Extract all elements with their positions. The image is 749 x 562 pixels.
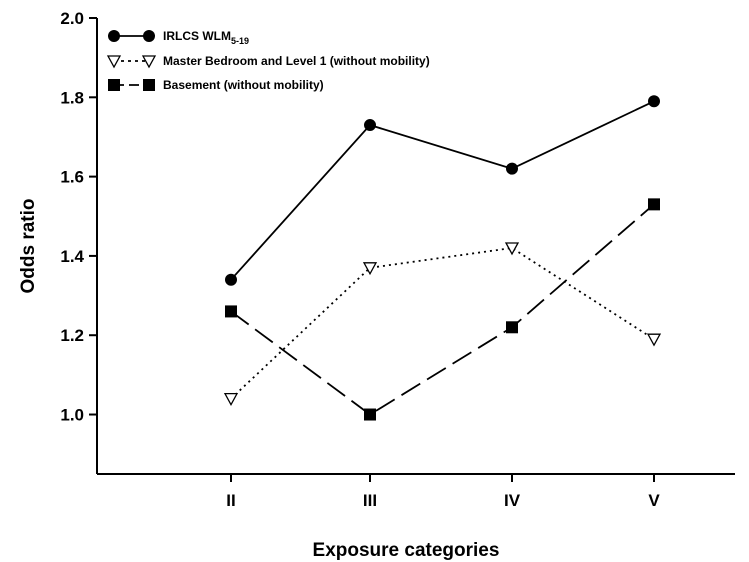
- data-point: [648, 198, 660, 211]
- legend-marker: [106, 55, 122, 69]
- data-point: [506, 321, 518, 334]
- series-0: [225, 95, 660, 286]
- x-tick-label: V: [648, 491, 660, 510]
- legend-label-1: Master Bedroom and Level 1 (without mobi…: [163, 54, 430, 68]
- legend-marker: [141, 55, 157, 69]
- data-point: [648, 95, 660, 108]
- series-line-2: [230, 203, 655, 416]
- y-tick-label: 1.8: [60, 88, 84, 107]
- x-tick-label: II: [226, 491, 235, 510]
- y-axis-ticks: 1.0 1.2 1.4 1.6 1.8 2.0: [60, 9, 97, 425]
- y-tick-label: 1.6: [60, 168, 84, 187]
- series-line-0: [230, 100, 655, 281]
- data-point: [364, 408, 376, 421]
- y-tick-label: 2.0: [60, 9, 84, 28]
- x-axis-ticks: II III IV V: [226, 474, 660, 510]
- data-point: [364, 119, 376, 132]
- data-point: [223, 393, 239, 407]
- data-point: [504, 242, 520, 256]
- x-axis-title: Exposure categories: [313, 540, 500, 561]
- y-tick-label: 1.4: [60, 247, 84, 266]
- legend-marker: [143, 79, 155, 91]
- data-point: [646, 333, 662, 347]
- data-point: [225, 273, 237, 286]
- series-2: [225, 198, 660, 421]
- legend-marker: [143, 30, 155, 42]
- data-point: [506, 162, 518, 175]
- axes: [96, 18, 735, 475]
- x-tick-label: III: [363, 491, 377, 510]
- legend: IRLCS WLM5-19 Master Bedroom and Level 1 …: [106, 29, 430, 92]
- legend-item-1: Master Bedroom and Level 1 (without mobi…: [106, 54, 430, 69]
- legend-label-0: IRLCS WLM5-19: [163, 29, 249, 46]
- legend-item-0: IRLCS WLM5-19: [108, 29, 249, 46]
- x-tick-label: IV: [504, 491, 521, 510]
- y-tick-label: 1.0: [60, 406, 84, 425]
- legend-label-2: Basement (without mobility): [163, 78, 324, 92]
- legend-marker: [108, 30, 120, 42]
- series-1: [223, 242, 662, 407]
- legend-marker: [108, 79, 120, 91]
- y-axis-title: Odds ratio: [18, 198, 39, 293]
- series-line-1: [230, 247, 655, 400]
- y-tick-label: 1.2: [60, 326, 84, 345]
- data-point: [225, 305, 237, 318]
- legend-item-2: Basement (without mobility): [108, 78, 324, 92]
- data-point: [362, 262, 378, 276]
- series-layer: [223, 95, 662, 421]
